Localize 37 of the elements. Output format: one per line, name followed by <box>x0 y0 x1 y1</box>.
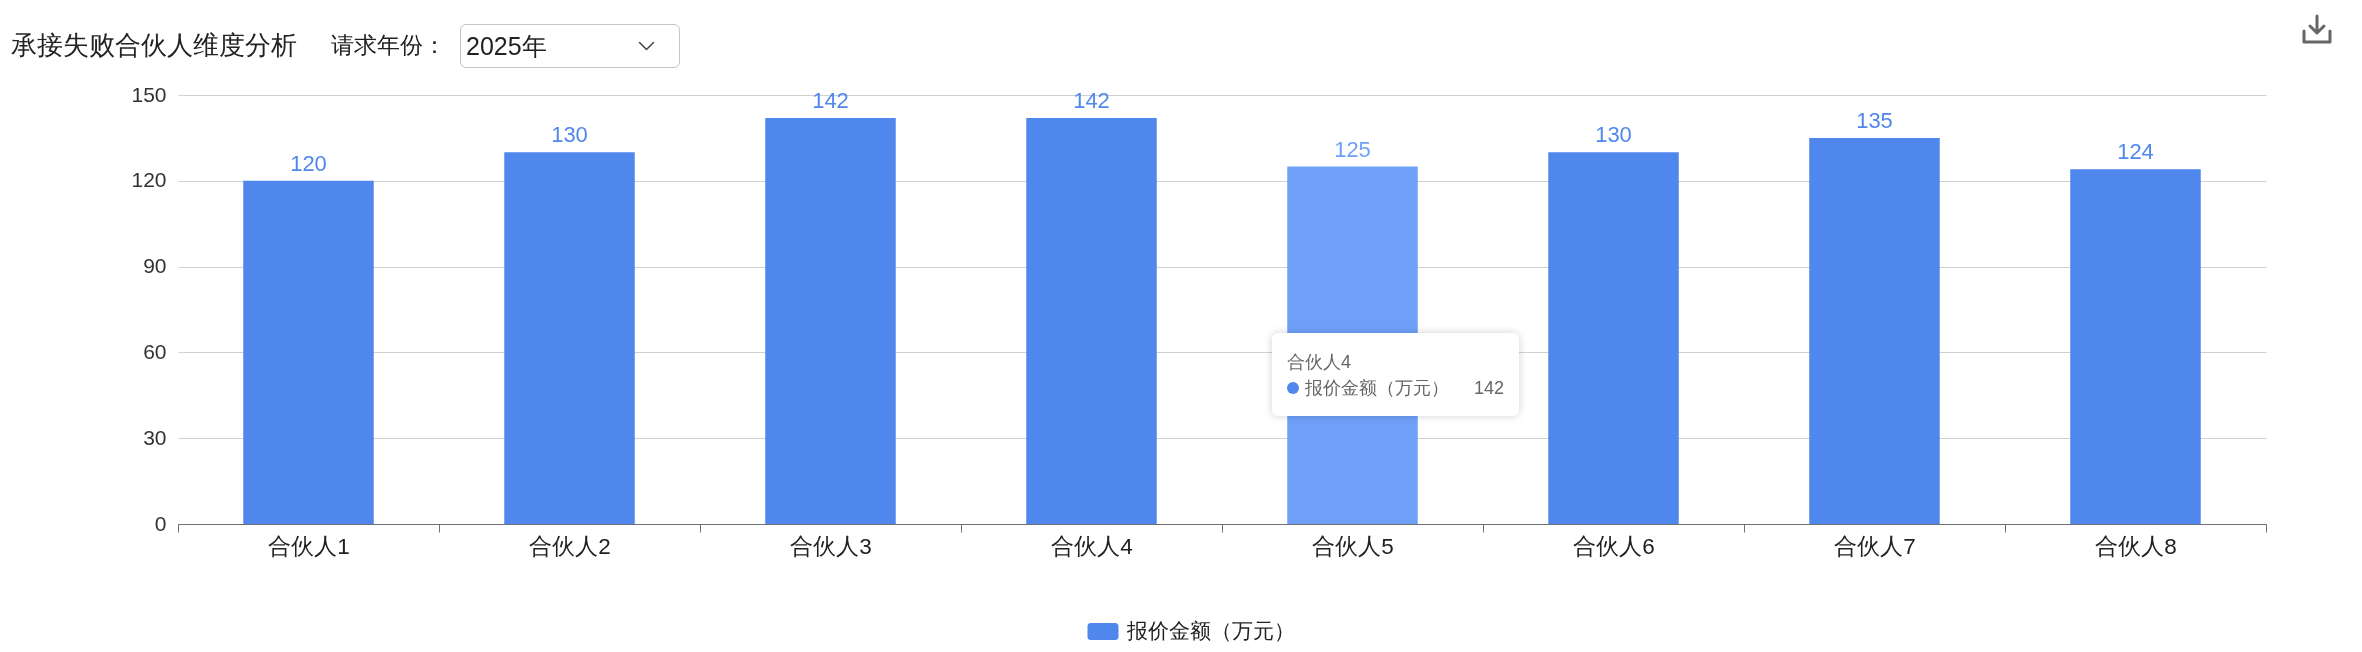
y-tick-label: 120 <box>131 168 167 192</box>
chart-title: 承接失败合伙人维度分析 <box>11 30 297 61</box>
bar <box>765 117 896 524</box>
x-tick-label: 合伙人2 <box>529 533 611 559</box>
bar <box>504 152 635 524</box>
bar <box>1026 117 1157 524</box>
y-tick-label: 60 <box>143 339 167 363</box>
x-tick-label: 合伙人4 <box>1051 533 1133 559</box>
x-tick-label: 合伙人3 <box>790 533 872 559</box>
text: 请求年份： <box>331 32 446 60</box>
y-tick-label: 90 <box>143 254 167 278</box>
annotation: 142 <box>1473 377 1504 400</box>
data-label: 135 <box>1856 107 1893 133</box>
x-tick-label: 合伙人8 <box>2095 533 2177 559</box>
bar <box>1548 152 1679 524</box>
data-label: 142 <box>1073 87 1110 113</box>
year-dropdown: 2025年 <box>460 24 680 68</box>
x-tick-label: 合伙人6 <box>1573 533 1655 559</box>
annotation: 报价金额（万元） <box>1305 377 1449 400</box>
data-label: 130 <box>551 122 588 148</box>
x-tick-label: 合伙人1 <box>268 533 350 559</box>
data-label: 124 <box>2117 139 2154 165</box>
bar <box>2070 169 2201 524</box>
data-label: 142 <box>812 87 849 113</box>
bar <box>1809 137 1940 524</box>
data-label: 125 <box>1334 136 1371 162</box>
y-tick-label: 0 <box>154 511 167 535</box>
bar <box>243 180 374 524</box>
data-label: 120 <box>290 150 327 176</box>
legend-label: 报价金额（万元） <box>1125 618 1295 642</box>
annotation: 合伙人4 <box>1287 351 1352 374</box>
x-tick-label: 合伙人7 <box>1834 533 1916 559</box>
x-tick-label: 合伙人5 <box>1312 533 1394 559</box>
tooltip: 合伙人4 报价金额（万元） 142 <box>1272 333 1519 416</box>
y-tick-label: 30 <box>143 425 167 449</box>
y-tick-label: 150 <box>131 82 167 106</box>
data-label: 130 <box>1595 122 1632 148</box>
